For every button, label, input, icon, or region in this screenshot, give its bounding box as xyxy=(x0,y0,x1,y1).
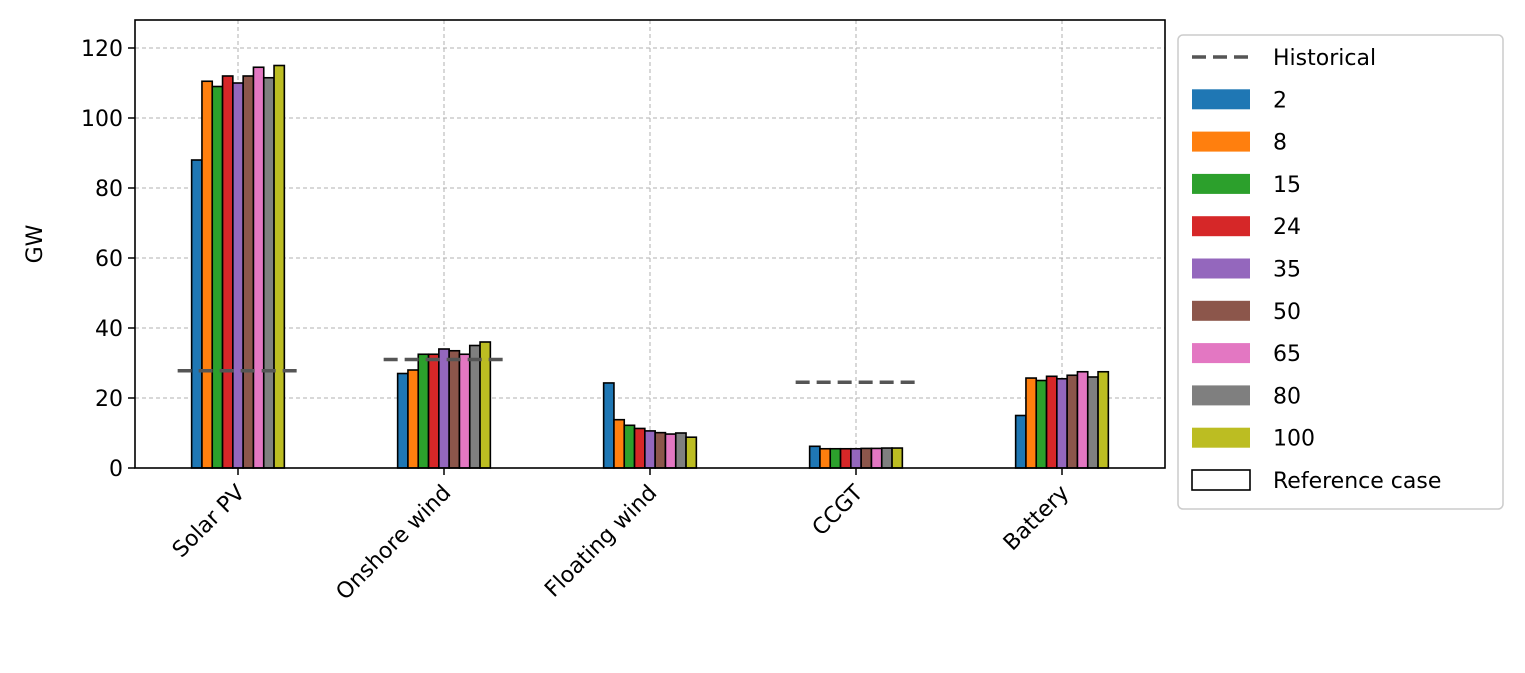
y-axis: 0 20 40 60 80 100 120 xyxy=(81,37,135,482)
bar xyxy=(1066,374,1079,469)
bar xyxy=(880,447,893,469)
bar xyxy=(1097,370,1110,469)
bar xyxy=(417,353,430,469)
bar xyxy=(891,447,904,469)
legend-label: 35 xyxy=(1273,258,1301,283)
bar xyxy=(438,348,450,469)
y-tick-label: 0 xyxy=(109,457,123,482)
bar xyxy=(613,418,626,469)
legend-reference-swatch xyxy=(1191,469,1251,491)
bar xyxy=(674,432,687,469)
bar xyxy=(232,82,244,469)
legend-swatch xyxy=(1192,216,1250,237)
legend-label: 2 xyxy=(1273,88,1287,113)
legend-label: 50 xyxy=(1273,300,1301,325)
legend-label: 8 xyxy=(1273,131,1287,156)
bar xyxy=(870,447,883,469)
legend-swatch xyxy=(1192,131,1250,152)
legend-box xyxy=(1177,34,1504,510)
bar xyxy=(201,80,214,469)
bar xyxy=(1025,377,1038,469)
bar xyxy=(273,64,286,469)
legend-label: 24 xyxy=(1273,215,1301,240)
legend-swatch xyxy=(1192,343,1250,364)
bar xyxy=(664,433,677,469)
y-tick-label: 40 xyxy=(95,317,123,342)
bar xyxy=(602,382,615,469)
bar xyxy=(190,159,203,469)
bar xyxy=(623,424,636,469)
bar xyxy=(427,353,440,469)
bar xyxy=(448,349,461,469)
bar xyxy=(211,85,224,469)
legend-swatch xyxy=(1192,258,1250,279)
bar xyxy=(808,445,821,469)
bar xyxy=(252,66,265,469)
x-tick-label: Battery xyxy=(999,481,1074,556)
legend-swatch xyxy=(1192,173,1250,194)
legend: Historical 2 8 15 24 35 50 65 80 100 Reference cas… xyxy=(1177,34,1504,510)
bar xyxy=(396,372,409,469)
legend-label: Reference case xyxy=(1273,469,1441,494)
grid-lines xyxy=(135,20,1165,469)
historical-lines xyxy=(177,357,917,384)
bar xyxy=(1035,379,1048,469)
x-tick-label: Floating wind xyxy=(540,481,662,603)
legend-swatch xyxy=(1192,427,1250,448)
bar xyxy=(1086,376,1099,469)
bar xyxy=(1076,370,1089,469)
bar xyxy=(221,75,234,469)
x-tick-label: CCGT xyxy=(808,480,869,541)
x-axis: Solar PV Onshore wind Floating wind CCGT Bat… xyxy=(168,468,1074,605)
bar xyxy=(644,430,656,469)
legend-swatch xyxy=(1192,300,1250,321)
bar xyxy=(1056,377,1068,469)
y-tick-label: 120 xyxy=(81,37,123,62)
bar xyxy=(839,447,852,469)
y-tick-label: 80 xyxy=(95,177,123,202)
bar xyxy=(468,344,481,469)
legend-swatch xyxy=(1192,89,1250,110)
legend-label: 80 xyxy=(1273,384,1301,409)
legend-label: 100 xyxy=(1273,427,1315,452)
y-axis-title: GW xyxy=(23,224,48,263)
y-tick-label: 100 xyxy=(81,107,123,132)
bar xyxy=(242,75,255,469)
legend-label: 15 xyxy=(1273,173,1301,198)
bar xyxy=(262,76,275,469)
bar xyxy=(829,447,842,469)
legend-label: Historical xyxy=(1273,46,1376,71)
bar xyxy=(1014,414,1027,469)
bar xyxy=(407,369,420,469)
bar xyxy=(860,447,873,469)
legend-label: 65 xyxy=(1273,342,1301,367)
y-tick-label: 60 xyxy=(95,247,123,272)
bar xyxy=(819,447,832,469)
x-tick-label: Onshore wind xyxy=(332,481,457,606)
bar xyxy=(458,353,471,469)
bar xyxy=(850,447,862,469)
legend-swatch xyxy=(1192,385,1250,406)
y-tick-label: 20 xyxy=(95,387,123,412)
bar xyxy=(633,427,646,469)
x-tick-label: Solar PV xyxy=(168,481,250,563)
bar xyxy=(654,431,667,469)
bar xyxy=(1045,375,1058,469)
bar xyxy=(685,436,698,469)
